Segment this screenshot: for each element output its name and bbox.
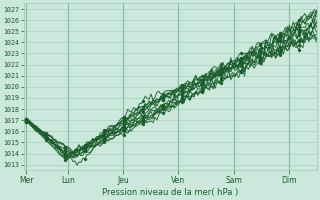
X-axis label: Pression niveau de la mer( hPa ): Pression niveau de la mer( hPa ) — [102, 188, 238, 197]
